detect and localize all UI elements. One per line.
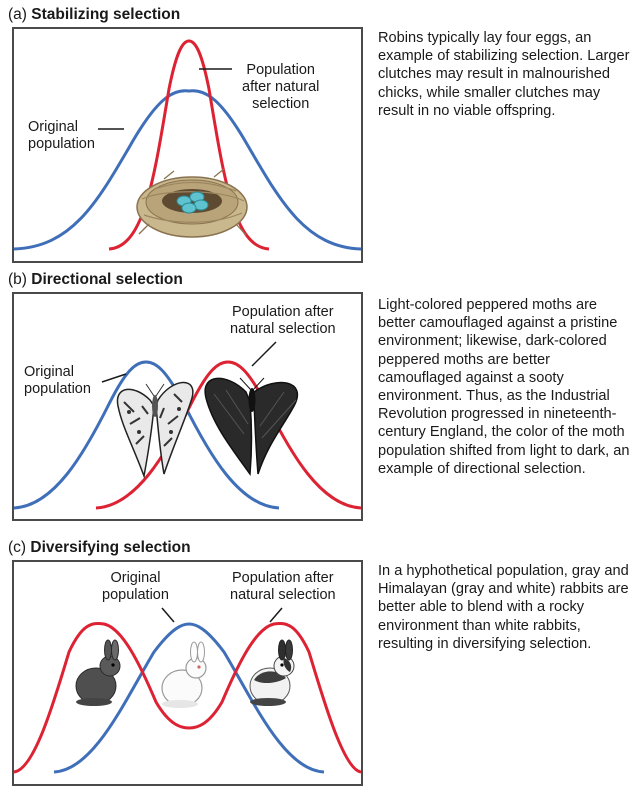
panel-c-original-label: Original population xyxy=(102,570,169,603)
panel-c-description: In a hyphothetical population, gray and … xyxy=(378,563,629,652)
panel-b-name: Directional selection xyxy=(31,271,183,288)
panel-c-original-leader xyxy=(161,607,175,623)
panel-a-curves xyxy=(14,39,361,251)
panel-c-letter: (c) xyxy=(8,539,31,556)
panel-c-selected-curve xyxy=(14,621,361,774)
panel-b-after-label: Population after natural selection xyxy=(230,304,336,337)
himalayan-rabbit-icon xyxy=(249,639,295,706)
panel-c-title: (c) Diversifying selection xyxy=(8,539,191,557)
panel-a-description: Robins typically lay four eggs, an examp… xyxy=(378,30,630,119)
panel-a-original-curve xyxy=(14,89,361,251)
white-rabbit-icon xyxy=(161,641,207,708)
panel-a-after-label: Population after natural selection xyxy=(242,62,320,112)
panel-b-title: (b) Directional selection xyxy=(8,271,183,289)
panel-a-letter: (a) xyxy=(8,6,32,23)
panel-b-original-curve xyxy=(14,360,280,510)
panel-a-title: (a) Stabilizing selection xyxy=(8,6,180,24)
panel-c-name: Diversifying selection xyxy=(30,539,191,556)
panel-c-after-leader xyxy=(269,607,283,623)
panel-a-name: Stabilizing selection xyxy=(31,6,181,23)
panel-c-graph: Original population Population after nat… xyxy=(12,560,363,786)
panel-a-graph: Original population Population after nat… xyxy=(12,27,363,263)
panel-c-original-curve xyxy=(53,622,325,774)
gray-rabbit-icon xyxy=(75,639,121,706)
panel-b-description: Light-colored peppered moths are better … xyxy=(378,297,630,477)
nest-icon xyxy=(136,168,248,238)
panel-a-original-label: Original population xyxy=(28,119,95,152)
panel-b-after-leader xyxy=(251,341,277,367)
panel-b-graph: Original population Population after nat… xyxy=(12,292,363,521)
light-moth-icon xyxy=(116,381,194,479)
panel-b-original-leader xyxy=(101,373,127,383)
panel-c-curves xyxy=(14,607,361,774)
dark-moth-icon xyxy=(204,377,299,477)
panel-b-original-label: Original population xyxy=(24,364,91,397)
panel-b-letter: (b) xyxy=(8,271,32,288)
panel-c-after-label: Population after natural selection xyxy=(230,570,336,603)
panel-b-curves xyxy=(14,341,361,510)
panel-b-selected-curve xyxy=(95,360,361,510)
